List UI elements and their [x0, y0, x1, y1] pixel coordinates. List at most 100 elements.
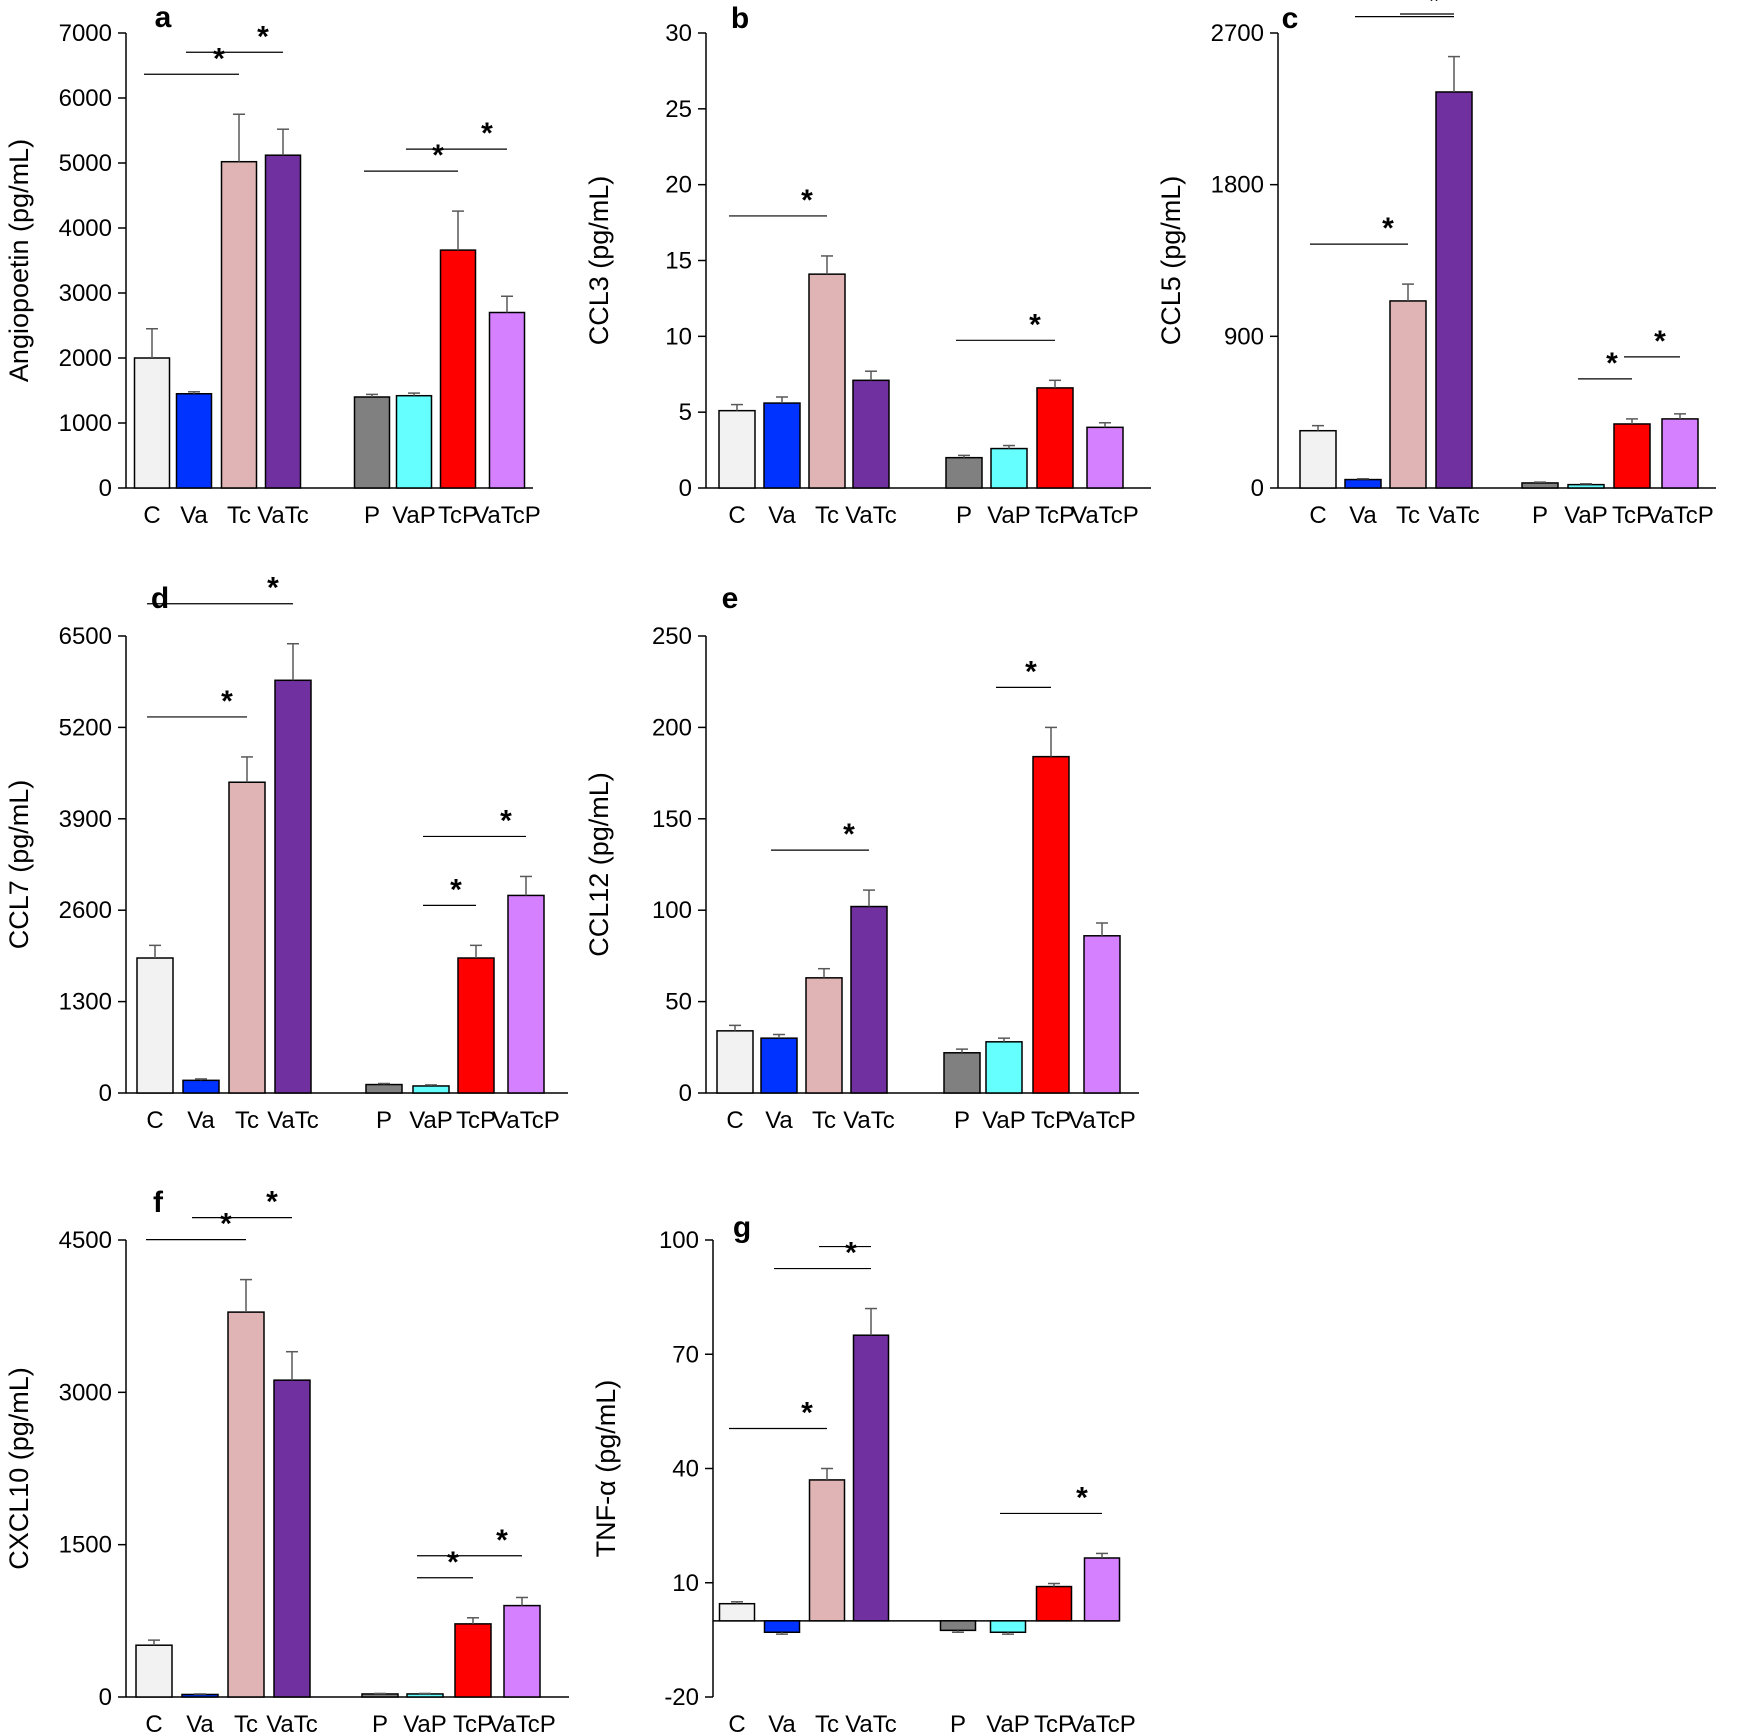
significance-star-f: *	[220, 1208, 232, 1241]
y-tick-label-a: 4000	[59, 215, 112, 242]
y-tick-label-g: 100	[659, 1227, 699, 1254]
bar-b-TcP	[1036, 387, 1074, 489]
y-axis-label-b: CCL3 (pg/mL)	[584, 176, 614, 346]
x-tick-label-f: VaTcP	[488, 1711, 556, 1734]
significance-star-a: *	[432, 139, 444, 172]
bar-a-Va	[175, 393, 213, 489]
bar-b-VaTc	[852, 379, 890, 489]
x-tick-label-b: VaTc	[845, 502, 897, 529]
bar-d-Va	[182, 1079, 220, 1094]
x-tick-label-d: TcP	[456, 1107, 496, 1134]
y-tick-label-g: 70	[672, 1341, 699, 1368]
y-axis-label-a: Angiopoetin (pg/mL)	[4, 139, 34, 382]
x-tick-label-e: Va	[765, 1107, 793, 1134]
x-tick-label-g: VaTc	[845, 1711, 897, 1734]
x-tick-label-d: Va	[187, 1107, 215, 1134]
x-tick-label-b: C	[728, 502, 745, 529]
significance-star-g: *	[845, 1237, 857, 1270]
x-tick-label-b: TcP	[1035, 502, 1075, 529]
bar-f-P	[361, 1693, 399, 1698]
bar-e-P	[943, 1052, 981, 1094]
x-tick-label-c: VaTcP	[1646, 502, 1714, 529]
y-tick-label-d: 6500	[59, 623, 112, 650]
x-tick-label-a: VaP	[392, 502, 436, 529]
y-tick-label-b: 15	[665, 248, 692, 275]
bar-c-VaP	[1567, 483, 1605, 489]
x-tick-label-e: VaTcP	[1068, 1107, 1136, 1134]
x-tick-label-c: VaP	[1564, 502, 1608, 529]
bar-e-VaTc	[850, 905, 888, 1094]
y-tick-label-c: 2700	[1211, 20, 1264, 47]
significance-star-d: *	[500, 804, 512, 837]
x-tick-label-a: VaTcP	[473, 502, 541, 529]
bar-f-Va	[181, 1693, 219, 1698]
x-tick-label-e: VaP	[982, 1107, 1026, 1134]
significance-star-a: *	[481, 117, 493, 150]
y-tick-label-a: 0	[99, 475, 112, 502]
x-tick-label-c: P	[1532, 502, 1548, 529]
bar-e-VaTcP	[1083, 935, 1121, 1094]
bar-d-VaTc	[274, 679, 312, 1094]
significance-star-f: *	[496, 1524, 508, 1557]
significance-star-g: *	[1076, 1481, 1088, 1514]
panel-letter-c: c	[1282, 2, 1299, 35]
x-tick-label-g: P	[950, 1711, 966, 1734]
y-tick-label-e: 0	[679, 1080, 692, 1107]
x-tick-label-d: Tc	[235, 1107, 259, 1134]
y-tick-label-a: 3000	[59, 280, 112, 307]
x-tick-label-d: VaP	[409, 1107, 453, 1134]
y-tick-label-g: 10	[672, 1570, 699, 1597]
bar-b-VaP	[990, 447, 1028, 489]
y-tick-label-f: 3000	[59, 1379, 112, 1406]
bar-f-VaTc	[273, 1379, 311, 1698]
y-tick-label-a: 2000	[59, 345, 112, 372]
significance-star-c: *	[1606, 347, 1618, 380]
y-axis-label-e: CCL12 (pg/mL)	[584, 772, 614, 957]
x-tick-label-f: Tc	[234, 1711, 258, 1734]
y-tick-label-e: 100	[652, 897, 692, 924]
x-tick-label-c: Va	[1349, 502, 1377, 529]
x-tick-label-c: VaTc	[1428, 502, 1480, 529]
significance-star-e: *	[843, 818, 855, 851]
significance-star-f: *	[447, 1546, 459, 1579]
y-tick-label-e: 50	[665, 989, 692, 1016]
x-tick-label-e: Tc	[812, 1107, 836, 1134]
x-tick-label-f: TcP	[453, 1711, 493, 1734]
x-tick-label-d: C	[146, 1107, 163, 1134]
bar-b-Tc	[808, 273, 846, 489]
panel-letter-f: f	[153, 1186, 164, 1219]
bar-e-Va	[760, 1037, 798, 1094]
y-tick-label-a: 5000	[59, 150, 112, 177]
y-tick-label-a: 7000	[59, 20, 112, 47]
y-tick-label-d: 3900	[59, 806, 112, 833]
y-tick-label-d: 5200	[59, 714, 112, 741]
x-tick-label-e: VaTc	[843, 1107, 895, 1134]
bar-g-VaTc	[852, 1334, 890, 1622]
bar-d-C	[136, 957, 174, 1094]
significance-star-d: *	[267, 572, 279, 605]
x-tick-label-g: C	[728, 1711, 745, 1734]
x-tick-label-d: VaTc	[267, 1107, 319, 1134]
y-tick-label-a: 1000	[59, 410, 112, 437]
bar-f-TcP	[454, 1623, 492, 1698]
y-tick-label-c: 0	[1251, 475, 1264, 502]
x-tick-label-b: VaP	[987, 502, 1031, 529]
panel-letter-b: b	[731, 2, 749, 35]
y-tick-label-f: 0	[99, 1684, 112, 1711]
significance-star-d: *	[221, 685, 233, 718]
bar-g-VaTcP	[1083, 1557, 1121, 1622]
y-tick-label-d: 1300	[59, 989, 112, 1016]
x-tick-label-f: Va	[186, 1711, 214, 1734]
panel-letter-e: e	[722, 582, 739, 615]
significance-star-b: *	[801, 184, 813, 217]
bar-g-Tc	[808, 1479, 846, 1622]
bar-d-VaP	[412, 1085, 450, 1094]
y-axis-label-d: CCL7 (pg/mL)	[4, 780, 34, 950]
y-tick-label-b: 10	[665, 323, 692, 350]
y-tick-label-a: 6000	[59, 85, 112, 112]
y-tick-label-g: -20	[664, 1684, 699, 1711]
bar-b-VaTcP	[1086, 426, 1124, 489]
bar-g-C	[718, 1602, 756, 1622]
bar-d-VaTcP	[507, 894, 545, 1094]
bar-g-P	[939, 1620, 977, 1632]
